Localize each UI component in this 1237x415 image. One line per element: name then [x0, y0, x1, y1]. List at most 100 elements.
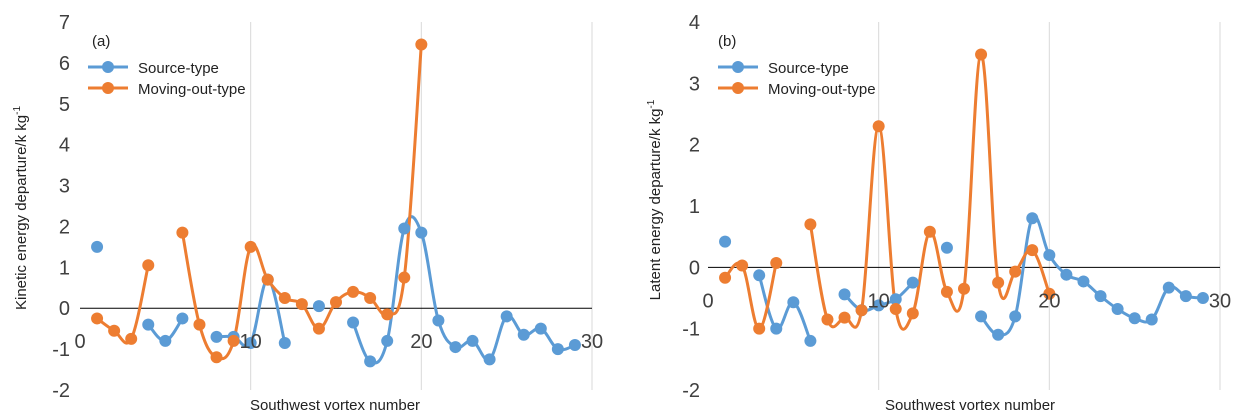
data-point-source	[1009, 310, 1022, 323]
data-point-source	[483, 353, 496, 366]
panel-label: (a)	[92, 33, 110, 50]
data-point-source	[449, 341, 462, 354]
chart-panel-a: -2 -1 0 1 2 3 4 5 6 7 0 10 20 30 (a) Source-type Mov…	[12, 12, 603, 414]
legend-moving-label: Moving-out-type	[768, 81, 876, 98]
data-point-moving	[821, 313, 834, 326]
data-point-source	[992, 328, 1005, 341]
data-point-moving	[804, 218, 817, 231]
panel-label: (b)	[718, 33, 736, 50]
data-point-source	[432, 314, 445, 327]
x-tick-label: 20	[410, 331, 432, 353]
y-tick-label: 2	[59, 216, 70, 238]
legend-source-label: Source-type	[768, 60, 849, 77]
data-point-moving	[906, 307, 919, 320]
data-point-moving	[753, 322, 766, 335]
x-tick-label: 30	[581, 331, 603, 353]
data-point-moving	[312, 322, 325, 335]
data-point-moving	[193, 318, 206, 331]
x-tick-label: 0	[74, 331, 85, 353]
y-tick-label: 1	[689, 196, 700, 218]
data-point-source	[770, 322, 783, 335]
data-point-source	[1145, 313, 1158, 326]
data-point-source	[534, 322, 547, 335]
data-point-moving	[244, 240, 257, 253]
data-point-moving	[872, 120, 885, 133]
legend-source-marker	[102, 61, 114, 73]
data-point-moving	[923, 225, 936, 238]
data-point-moving	[295, 298, 308, 311]
data-point-moving	[347, 285, 360, 298]
data-point-moving	[210, 351, 223, 364]
data-point-moving	[415, 38, 428, 51]
data-point-moving	[364, 292, 377, 304]
data-point-source	[278, 336, 291, 349]
data-point-source	[753, 269, 766, 282]
data-point-moving	[381, 308, 394, 321]
y-axis-title: Latent energy departure/k kg-1	[646, 99, 664, 300]
data-point-source	[517, 328, 530, 341]
x-tick-label: 20	[1038, 290, 1060, 312]
data-point-source	[889, 293, 902, 306]
data-point-moving	[330, 296, 342, 309]
data-point-moving	[91, 312, 104, 325]
data-point-source	[872, 299, 885, 312]
data-point-moving	[176, 226, 189, 239]
y-tick-label: 0	[59, 298, 70, 320]
data-point-source	[415, 226, 428, 239]
series-points	[91, 38, 581, 368]
data-point-moving	[889, 303, 902, 316]
x-axis-title: Southwest vortex number	[885, 397, 1055, 414]
y-tick-label: -2	[682, 380, 700, 402]
data-point-source	[787, 296, 800, 309]
legend: Source-type Moving-out-type	[718, 60, 876, 98]
data-point-moving	[278, 292, 291, 304]
x-axis-title: Southwest vortex number	[250, 397, 420, 414]
x-tick-labels: 0 10 20 30	[702, 290, 1231, 312]
data-point-source	[500, 310, 513, 323]
data-point-moving	[227, 334, 240, 347]
x-tick-label: 0	[702, 290, 713, 312]
data-point-source	[176, 312, 189, 325]
data-point-source	[551, 343, 564, 356]
data-point-moving	[770, 257, 783, 270]
y-tick-label: -2	[52, 380, 70, 402]
y-tick-label: 2	[689, 135, 700, 157]
data-point-moving	[125, 332, 138, 345]
data-point-source	[381, 334, 394, 347]
data-point-source	[347, 316, 360, 329]
data-point-moving	[142, 259, 155, 272]
data-point-source	[159, 334, 172, 347]
data-point-source	[1162, 281, 1175, 294]
gridlines	[250, 22, 593, 390]
data-point-moving	[261, 273, 274, 286]
data-point-source	[398, 222, 411, 235]
data-point-source	[568, 339, 581, 352]
data-point-source	[210, 330, 223, 343]
data-point-source	[804, 334, 817, 347]
y-axis-title: Kinetic energy departure/k kg-1	[12, 106, 30, 310]
data-point-source	[1196, 292, 1209, 304]
data-point-source	[466, 334, 479, 347]
data-point-source	[244, 336, 257, 349]
y-tick-labels: -2 -1 0 1 2 3 4 5 6 7	[52, 12, 70, 402]
data-point-source	[1043, 249, 1056, 262]
legend-source-label: Source-type	[138, 60, 219, 77]
data-point-moving	[736, 259, 749, 272]
series-line-moving	[723, 261, 778, 331]
y-tick-label: 3	[59, 176, 70, 198]
data-point-moving	[398, 271, 411, 284]
x-tick-labels: 0 10 20 30	[74, 331, 603, 353]
data-point-source	[312, 300, 325, 313]
data-point-source	[1128, 312, 1141, 325]
legend-moving-marker	[102, 82, 114, 94]
y-tick-labels: -2 -1 0 1 2 3 4	[682, 12, 700, 402]
y-axis-title-main: Latent energy departure/k kg	[647, 109, 664, 301]
data-point-source	[975, 310, 988, 323]
data-point-moving	[719, 271, 732, 284]
data-point-source	[1179, 290, 1192, 303]
data-point-moving	[1009, 265, 1022, 278]
data-point-source	[906, 276, 919, 289]
y-axis-title-main: Kinetic energy departure/k kg	[13, 115, 30, 310]
legend: Source-type Moving-out-type	[88, 60, 246, 98]
